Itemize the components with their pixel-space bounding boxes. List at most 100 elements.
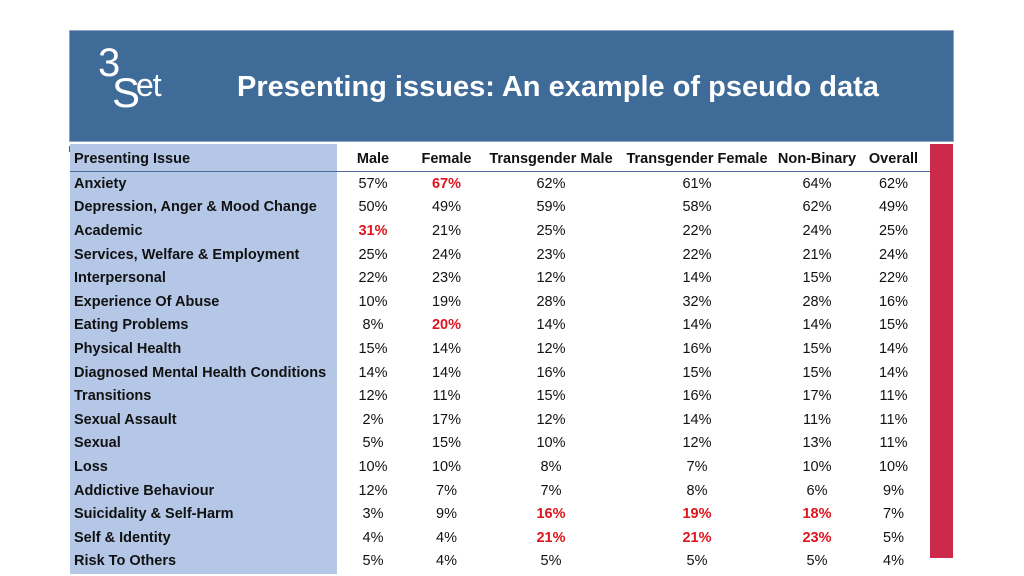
value-cell: 12%	[358, 388, 388, 405]
value-cell: 15%	[682, 364, 712, 381]
value-cell: 3%	[362, 506, 384, 523]
issue-label: Services, Welfare & Employment	[74, 246, 300, 263]
value-cell: 24%	[431, 246, 462, 263]
value-cell: 61%	[682, 175, 712, 192]
slide-title: Presenting issues: An example of pseudo …	[237, 71, 879, 103]
value-cell: 9%	[883, 482, 904, 499]
value-cell: 17%	[431, 411, 462, 428]
table-row: Risk To Others 5% 4% 5% 5% 5% 4%	[70, 550, 930, 574]
issue-label: Sexual	[74, 435, 121, 452]
value-cell: 21%	[431, 222, 462, 239]
value-cell: 32%	[682, 293, 712, 310]
issue-label: Loss	[74, 458, 108, 475]
value-cell: 59%	[536, 199, 566, 216]
issue-label: Self & Identity	[74, 529, 171, 546]
value-cell: 5%	[806, 553, 828, 570]
table-row: Addictive Behaviour 12% 7% 7% 8% 6% 9%	[70, 479, 930, 503]
value-cell: 8%	[686, 482, 708, 499]
value-cell: 24%	[802, 222, 832, 239]
value-cell: 64%	[802, 175, 832, 192]
logo-3set: 3 S et	[98, 41, 188, 123]
value-cell: 16%	[536, 364, 566, 381]
value-cell: 14%	[682, 411, 712, 428]
value-cell: 5%	[540, 553, 562, 570]
column-header: Presenting Issue	[74, 151, 191, 167]
value-cell: 11%	[879, 388, 908, 405]
highlighted-value-cell: 23%	[802, 529, 832, 546]
highlighted-value-cell: 19%	[682, 506, 712, 523]
highlighted-value-cell: 31%	[358, 222, 388, 239]
table-row: Services, Welfare & Employment 25% 24% 23% 2…	[70, 243, 930, 267]
issue-label: Suicidality & Self-Harm	[74, 506, 234, 523]
value-cell: 4%	[883, 553, 904, 570]
issue-label: Anxiety	[74, 175, 127, 192]
table-row: Sexual Assault 2% 17% 12% 14% 11% 11%	[70, 408, 930, 432]
table-row: Suicidality & Self-Harm 3% 9% 16% 19% 18% 7%	[70, 502, 930, 526]
value-cell: 12%	[358, 482, 388, 499]
table-row: Academic 31% 21% 25% 22% 24% 25%	[70, 219, 930, 243]
value-cell: 10%	[358, 458, 388, 475]
table-row: Diagnosed Mental Health Conditions 14% 14%…	[70, 361, 930, 385]
value-cell: 7%	[436, 482, 457, 499]
value-cell: 12%	[536, 340, 566, 357]
value-cell: 17%	[802, 388, 832, 405]
value-cell: 5%	[362, 435, 384, 452]
column-header: Overall	[868, 151, 919, 167]
issue-label: Physical Health	[74, 340, 182, 357]
issue-label: Interpersonal	[74, 270, 166, 287]
value-cell: 15%	[536, 388, 566, 405]
column-header: Female	[421, 151, 472, 167]
value-cell: 8%	[540, 458, 562, 475]
presenting-issues-table: Presenting Issue Male Female Transgender…	[70, 147, 930, 573]
table-row: Physical Health 15% 14% 12% 16% 15% 14%	[70, 337, 930, 361]
value-cell: 14%	[682, 270, 712, 287]
value-cell: 12%	[536, 270, 566, 287]
table-row: Sexual 5% 15% 10% 12% 13% 11%	[70, 432, 930, 456]
table-row: Anxiety 57% 67% 62% 61% 64% 62%	[70, 172, 930, 196]
value-cell: 15%	[802, 340, 832, 357]
value-cell: 14%	[431, 364, 462, 381]
value-cell: 7%	[686, 458, 708, 475]
value-cell: 49%	[431, 199, 462, 216]
value-cell: 62%	[802, 199, 832, 216]
highlighted-value-cell: 21%	[682, 529, 712, 546]
right-accent-bar	[930, 144, 953, 558]
value-cell: 14%	[431, 340, 462, 357]
highlighted-value-cell: 16%	[536, 506, 566, 523]
issue-label: Depression, Anger & Mood Change	[74, 199, 317, 216]
issue-label: Addictive Behaviour	[74, 482, 215, 499]
logo-et: et	[136, 67, 162, 103]
value-cell: 23%	[431, 270, 462, 287]
issue-label: Academic	[74, 222, 143, 239]
value-cell: 12%	[536, 411, 566, 428]
value-cell: 28%	[536, 293, 566, 310]
value-cell: 4%	[436, 553, 457, 570]
issue-label: Experience Of Abuse	[74, 293, 220, 310]
logo-digit: 3	[98, 41, 121, 85]
value-cell: 22%	[878, 270, 909, 287]
value-cell: 16%	[682, 388, 712, 405]
table-row: Self & Identity 4% 4% 21% 21% 23% 5%	[70, 526, 930, 550]
value-cell: 11%	[879, 411, 908, 428]
value-cell: 24%	[878, 246, 909, 263]
highlighted-value-cell: 20%	[431, 317, 462, 334]
table-row: Eating Problems 8% 20% 14% 14% 14% 15%	[70, 314, 930, 338]
value-cell: 11%	[803, 411, 831, 428]
value-cell: 15%	[802, 364, 832, 381]
value-cell: 2%	[362, 411, 384, 428]
value-cell: 23%	[536, 246, 566, 263]
value-cell: 14%	[536, 317, 566, 334]
issue-label: Risk To Others	[74, 553, 177, 570]
column-header: Male	[356, 151, 390, 167]
value-cell: 5%	[686, 553, 708, 570]
value-cell: 28%	[802, 293, 832, 310]
value-cell: 14%	[802, 317, 832, 334]
value-cell: 49%	[878, 199, 909, 216]
value-cell: 19%	[431, 293, 462, 310]
value-cell: 13%	[802, 435, 832, 452]
value-cell: 14%	[878, 340, 909, 357]
value-cell: 58%	[682, 199, 712, 216]
column-header: Non-Binary	[777, 151, 857, 167]
value-cell: 25%	[878, 222, 909, 239]
table-header-row: Presenting Issue Male Female Transgender…	[70, 147, 930, 172]
